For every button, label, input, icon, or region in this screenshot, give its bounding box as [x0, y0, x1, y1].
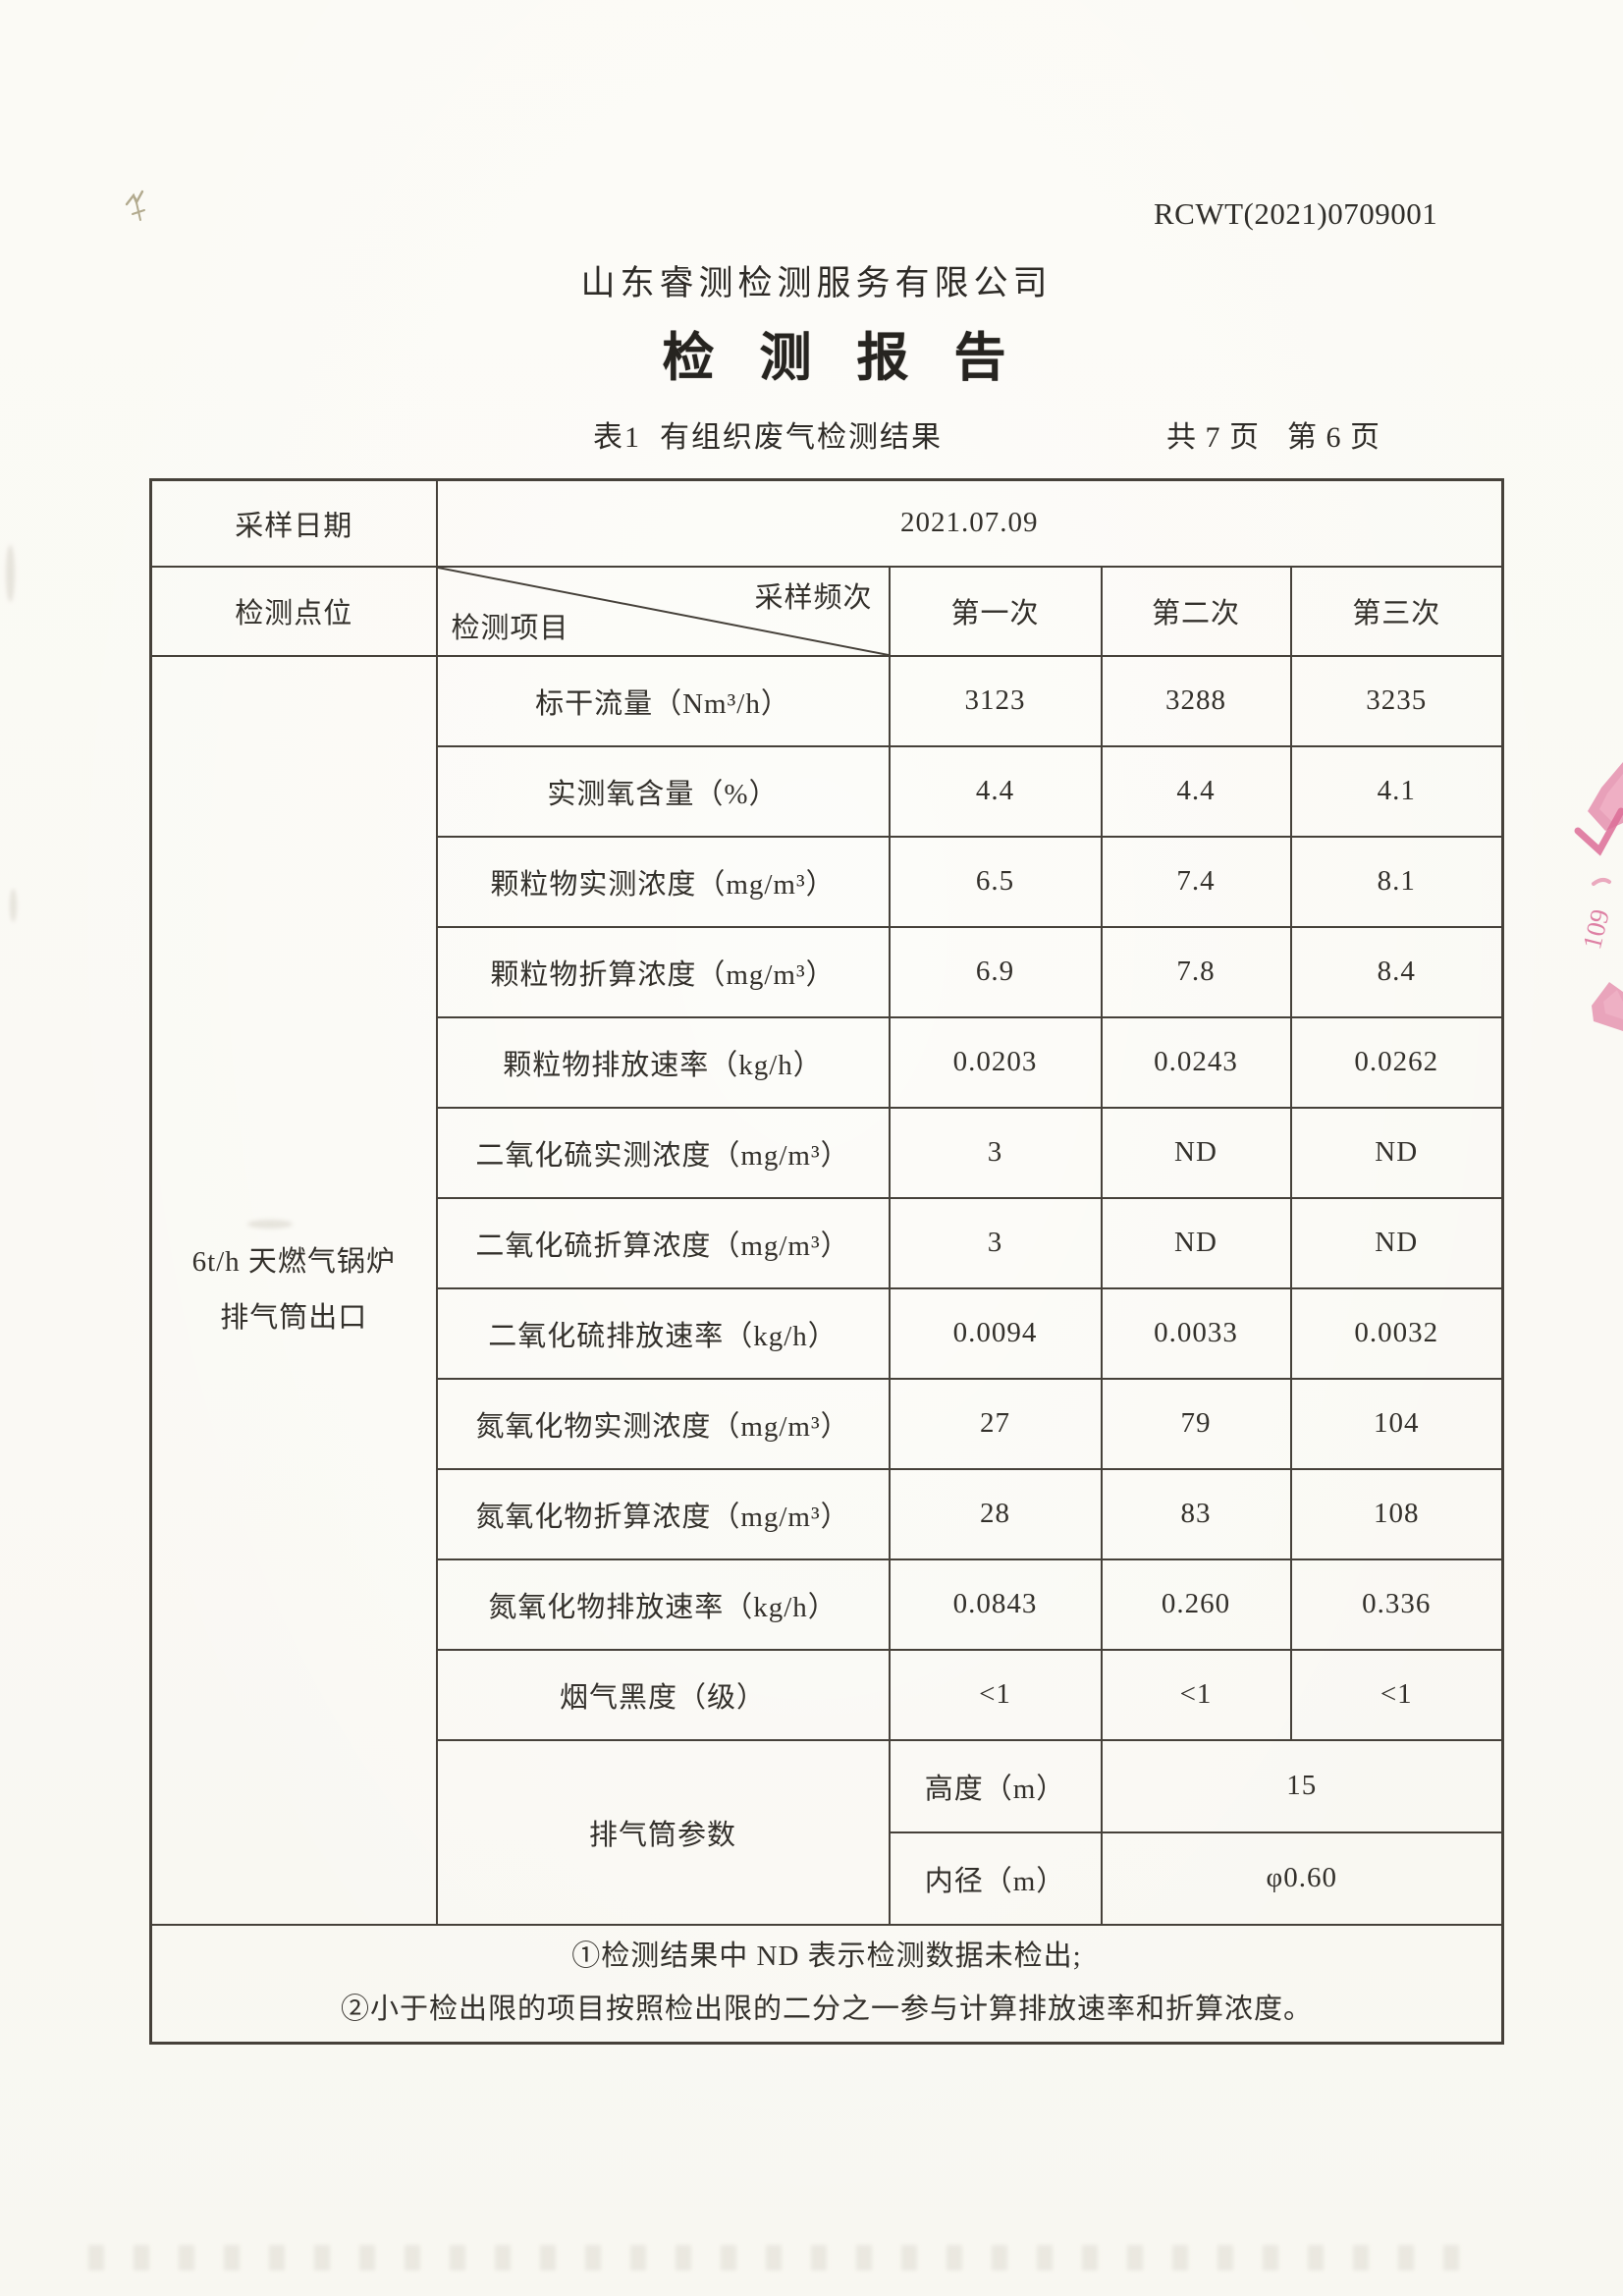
result-value: 4.4 — [888, 744, 1103, 838]
result-value: 4.1 — [1289, 744, 1504, 838]
frequency-header-3: 第三次 — [1289, 565, 1504, 657]
result-value: 83 — [1100, 1467, 1292, 1560]
result-value: ND — [1289, 1196, 1504, 1289]
frequency-header-1: 第一次 — [888, 565, 1103, 657]
stack-param-name: 内径（m） — [888, 1831, 1103, 1926]
report-number: RCWT(2021)0709001 — [1154, 196, 1438, 231]
result-value: <1 — [888, 1648, 1103, 1741]
result-value: 3288 — [1100, 654, 1292, 747]
item-label: 颗粒物排放速率（kg/h） — [435, 1015, 891, 1109]
result-value: 0.0033 — [1100, 1286, 1292, 1380]
diagonal-header-cell: 采样频次 检测项目 — [435, 565, 891, 657]
point-name-line-1: 6t/h 天燃气锅炉 — [191, 1245, 396, 1278]
sampling-date-value: 2021.07.09 — [435, 478, 1504, 568]
table-caption: 表1 有组织废气检测结果 — [593, 421, 943, 454]
result-value: 0.260 — [1100, 1558, 1292, 1651]
item-label: 氮氧化物折算浓度（mg/m³） — [435, 1467, 891, 1560]
item-label: 实测氧含量（%） — [435, 744, 891, 838]
result-value: <1 — [1289, 1648, 1504, 1741]
scan-artifact — [6, 545, 15, 602]
result-value: 0.0203 — [888, 1015, 1103, 1109]
result-value: 0.0843 — [888, 1558, 1103, 1651]
scan-artifact — [10, 889, 17, 922]
result-value: 8.1 — [1289, 835, 1504, 928]
result-value: 6.5 — [888, 835, 1103, 928]
item-label: 氮氧化物实测浓度（mg/m³） — [435, 1377, 891, 1470]
result-value: ND — [1289, 1106, 1504, 1199]
result-value: 0.336 — [1289, 1558, 1504, 1651]
result-value: 27 — [888, 1377, 1103, 1470]
diagonal-divider-line — [438, 568, 889, 655]
result-value: 8.4 — [1289, 925, 1504, 1018]
result-value: 0.0262 — [1289, 1015, 1504, 1109]
result-value: 6.9 — [888, 925, 1103, 1018]
stamp-fragment-text: 109 — [1577, 906, 1615, 953]
item-label: 二氧化硫排放速率（kg/h） — [435, 1286, 891, 1380]
footnote-1: ①检测结果中 ND 表示检测数据未检出; — [571, 1941, 1082, 1973]
page-indicator: 共 7 页 第 6 页 — [1166, 412, 1380, 456]
stamp-fragment-icon: 109 — [1574, 762, 1623, 1031]
result-value: 3123 — [888, 654, 1103, 747]
result-value: 0.0032 — [1289, 1286, 1504, 1380]
report-title: 检测报告 — [662, 330, 1052, 387]
result-value: 3235 — [1289, 654, 1504, 747]
monitoring-point-label: 检测点位 — [149, 565, 438, 657]
item-label: 颗粒物实测浓度（mg/m³） — [435, 835, 891, 928]
item-label: 颗粒物折算浓度（mg/m³） — [435, 925, 891, 1018]
result-value: 4.4 — [1100, 744, 1292, 838]
footnote-2: ②小于检出限的项目按照检出限的二分之一参与计算排放速率和折算浓度。 — [340, 1993, 1313, 2025]
results-table: 采样日期 2021.07.09 检测点位 采样频次 检测项目 第一次 第二次 第… — [149, 478, 1504, 2045]
result-value: ND — [1100, 1196, 1292, 1289]
stack-params-label: 排气筒参数 — [435, 1738, 891, 1926]
item-label: 标干流量（Nm³/h） — [435, 654, 891, 747]
sampling-point-name: 6t/h 天燃气锅炉 排气筒出口 — [149, 654, 438, 1926]
result-value: 7.8 — [1100, 925, 1292, 1018]
result-value: 104 — [1289, 1377, 1504, 1470]
stack-param-name: 高度（m） — [888, 1738, 1103, 1833]
result-value: 28 — [888, 1467, 1103, 1560]
page-current: 第 6 页 — [1287, 421, 1380, 454]
item-label: 二氧化硫折算浓度（mg/m³） — [435, 1196, 891, 1289]
item-label: 烟气黑度（级） — [435, 1648, 891, 1741]
sampling-frequency-label: 采样频次 — [754, 581, 873, 614]
scan-artifact — [247, 1220, 293, 1229]
sampling-date-label: 采样日期 — [149, 478, 438, 568]
company-name: 山东睿测检测服务有限公司 — [580, 264, 1053, 302]
stack-param-value: 15 — [1100, 1738, 1504, 1833]
result-value: ND — [1100, 1106, 1292, 1199]
result-value: 3 — [888, 1106, 1103, 1199]
result-value: 0.0094 — [888, 1286, 1103, 1380]
footnotes-cell: ①检测结果中 ND 表示检测数据未检出; ②小于检出限的项目按照检出限的二分之一… — [149, 1923, 1504, 2045]
item-label: 氮氧化物排放速率（kg/h） — [435, 1558, 891, 1651]
stack-param-value: φ0.60 — [1100, 1831, 1504, 1926]
pencil-mark-icon — [125, 190, 145, 221]
point-name-line-2: 排气筒出口 — [220, 1301, 368, 1334]
page-total: 共 7 页 — [1166, 421, 1260, 454]
test-item-label: 检测项目 — [451, 612, 569, 644]
result-value: <1 — [1100, 1648, 1292, 1741]
result-value: 3 — [888, 1196, 1103, 1289]
result-value: 0.0243 — [1100, 1015, 1292, 1109]
result-value: 7.4 — [1100, 835, 1292, 928]
result-value: 79 — [1100, 1377, 1292, 1470]
item-label: 二氧化硫实测浓度（mg/m³） — [435, 1106, 891, 1199]
scan-artifact — [88, 2245, 1483, 2270]
result-value: 108 — [1289, 1467, 1504, 1560]
frequency-header-2: 第二次 — [1100, 565, 1292, 657]
